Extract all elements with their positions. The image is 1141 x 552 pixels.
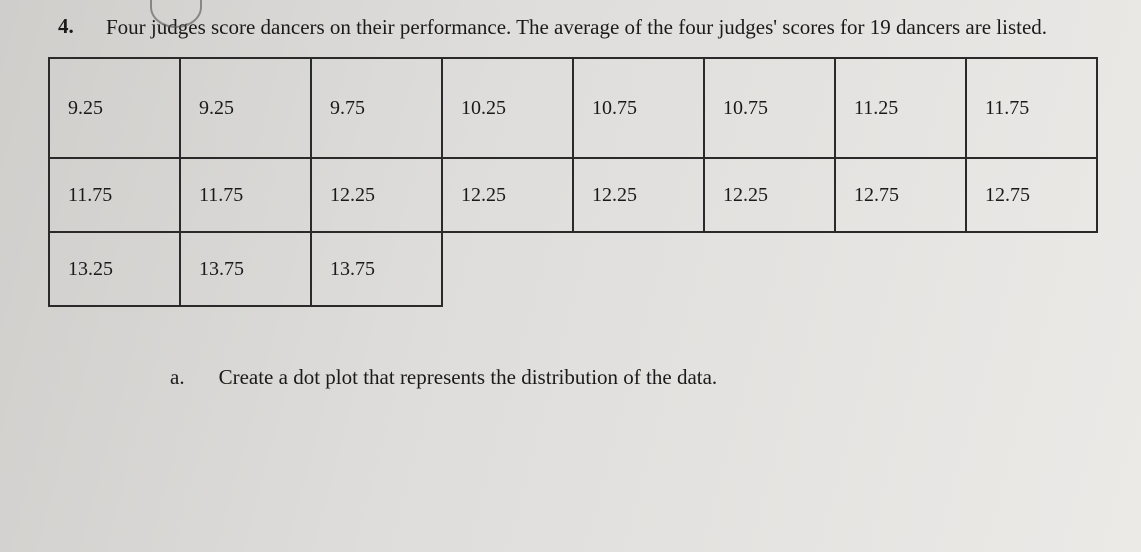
table-cell: 12.75 [835, 158, 966, 232]
cell-value: 12.25 [592, 185, 637, 206]
table-cell: 11.25 [835, 58, 966, 158]
table-cell: 12.25 [704, 158, 835, 232]
table-row: 11.75 11.75 12.25 12.25 12.25 12.25 12.7… [49, 158, 1097, 232]
cell-value: 10.75 [723, 98, 768, 119]
table-cell: 12.25 [573, 158, 704, 232]
table-cell: 10.25 [442, 58, 573, 158]
table-cell-empty [835, 232, 966, 306]
cell-value: 11.25 [854, 98, 898, 119]
table-cell: 13.75 [311, 232, 442, 306]
cell-value: 9.25 [68, 97, 103, 119]
table-cell: 12.25 [442, 158, 573, 232]
cell-value: 12.25 [723, 185, 768, 206]
question-number: 4. [58, 14, 84, 39]
table-cell-empty [442, 232, 573, 306]
table-cell: 13.75 [180, 232, 311, 306]
table-cell-empty [966, 232, 1097, 306]
table-cell: 10.75 [704, 58, 835, 158]
cell-value: 12.25 [330, 185, 375, 206]
subquestion-label: a. [170, 365, 185, 390]
question-block: 4. Four judges score dancers on their pe… [58, 14, 1111, 41]
table-cell: 12.75 [966, 158, 1097, 232]
subquestion-block: a. Create a dot plot that represents the… [170, 365, 1111, 390]
cell-value: 12.75 [854, 185, 899, 206]
cell-value: 11.75 [68, 185, 112, 206]
table-cell: 9.75 [311, 58, 442, 158]
table-cell: 9.25 [180, 58, 311, 158]
table-cell-empty [704, 232, 835, 306]
table-cell: 9.25 [49, 58, 180, 158]
question-text: Four judges score dancers on their perfo… [106, 14, 1047, 41]
table-row: 9.25 9.25 9.75 10.25 10.75 10.75 11.25 1… [49, 58, 1097, 158]
cell-value: 12.25 [461, 185, 506, 206]
cell-value: 10.75 [592, 98, 637, 119]
table-cell: 12.25 [311, 158, 442, 232]
table-cell: 11.75 [966, 58, 1097, 158]
table-cell-empty [573, 232, 704, 306]
scores-table: 9.25 9.25 9.75 10.25 10.75 10.75 11.25 1… [48, 57, 1098, 307]
cell-value: 11.75 [985, 98, 1029, 119]
cell-value: 9.75 [330, 97, 365, 119]
subquestion-text: Create a dot plot that represents the di… [219, 365, 718, 390]
cell-value: 9.25 [199, 97, 234, 119]
table-row: 13.25 13.75 13.75 [49, 232, 1097, 306]
cell-value: 13.75 [199, 259, 244, 280]
cell-value: 12.75 [985, 185, 1030, 206]
cell-value: 11.75 [199, 185, 243, 206]
table-cell: 11.75 [49, 158, 180, 232]
cell-value: 10.25 [461, 98, 506, 119]
table-cell: 13.25 [49, 232, 180, 306]
table-cell: 11.75 [180, 158, 311, 232]
cell-value: 13.75 [330, 259, 375, 280]
table-cell: 10.75 [573, 58, 704, 158]
cell-value: 13.25 [68, 259, 113, 280]
